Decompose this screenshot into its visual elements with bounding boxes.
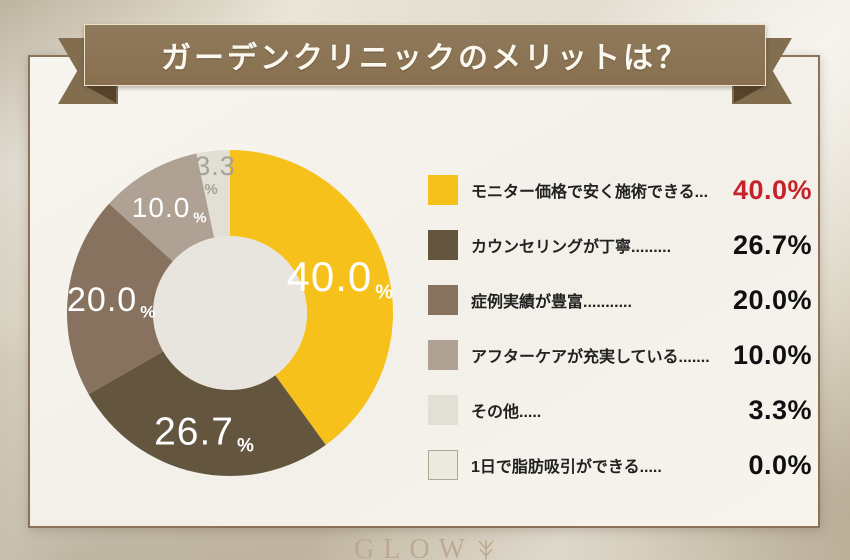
legend: モニター価格で安く施術できる... 40.0% カウンセリングが丁寧........… <box>428 175 812 505</box>
pie-slice-4 <box>196 150 230 238</box>
glow-logo-text: GLOW <box>354 534 474 560</box>
pie-slice-1 <box>88 351 326 476</box>
slice-value-label-4: 3.3% <box>195 150 236 198</box>
slice-value-number: 10.0 <box>131 192 191 224</box>
legend-swatch-4 <box>428 395 458 425</box>
slice-value-label-2: 20.0% <box>67 281 156 320</box>
pie-slice-0 <box>230 150 393 445</box>
slice-value-label-3: 10.0% <box>131 192 208 226</box>
legend-label-1: カウンセリングが丁寧......... <box>471 239 672 256</box>
slice-value-label-1: 26.7% <box>154 410 255 456</box>
pie-slice-2 <box>67 203 173 395</box>
page-title: ガーデンクリニックのメリットは？ <box>161 42 689 75</box>
slice-value-label-0: 40.0% <box>286 253 395 303</box>
slice-percent-sign: % <box>140 302 157 322</box>
legend-swatch-0 <box>428 175 458 205</box>
legend-swatch-2 <box>428 285 458 315</box>
slice-percent-sign: % <box>237 436 255 458</box>
legend-value-4: 3.3% <box>748 394 812 425</box>
legend-label-2: 症例実績が豊富........... <box>471 294 632 311</box>
legend-value-5: 0.0% <box>748 449 812 480</box>
legend-label-4: その他..... <box>471 404 542 421</box>
legend-row-2: 症例実績が豊富........... 20.0% <box>428 285 812 315</box>
slice-value-number: 20.0 <box>67 281 138 320</box>
slice-value-number: 40.0 <box>286 253 373 301</box>
legend-label-3: アフターケアが充実している....... <box>471 349 710 366</box>
slice-percent-sign: % <box>375 281 395 304</box>
legend-row-3: アフターケアが充実している....... 10.0% <box>428 340 812 370</box>
legend-label-5: 1日で脂肪吸引ができる..... <box>471 459 662 476</box>
legend-value-1: 26.7% <box>732 229 812 260</box>
title-ribbon: ガーデンクリニックのメリットは？ <box>84 24 766 86</box>
slice-value-number: 26.7 <box>154 410 234 454</box>
legend-row-5: 1日で脂肪吸引ができる..... 0.0% <box>428 450 812 480</box>
legend-row-0: モニター価格で安く施術できる... 40.0% <box>428 175 812 205</box>
legend-value-0: 40.0% <box>732 174 812 205</box>
legend-value-2: 20.0% <box>732 284 812 315</box>
glow-logo: GLOW <box>354 534 496 560</box>
legend-row-4: その他..... 3.3% <box>428 395 812 425</box>
pie-slice-3 <box>109 153 215 262</box>
legend-swatch-1 <box>428 230 458 260</box>
legend-row-1: カウンセリングが丁寧......... 26.7% <box>428 230 812 260</box>
donut-chart <box>67 150 393 476</box>
legend-swatch-3 <box>428 340 458 370</box>
slice-value-number: 3.3 <box>195 150 236 181</box>
donut-hole <box>153 236 307 390</box>
slice-percent-sign: % <box>204 180 219 198</box>
legend-label-0: モニター価格で安く施術できる... <box>471 184 709 201</box>
slice-percent-sign: % <box>193 209 208 227</box>
donut-chart-box: 40.0% 26.7% 20.0% 10.0% 3.3% <box>65 148 395 478</box>
legend-swatch-5 <box>428 450 458 480</box>
legend-value-3: 10.0% <box>732 339 812 370</box>
sprig-icon <box>476 536 496 560</box>
